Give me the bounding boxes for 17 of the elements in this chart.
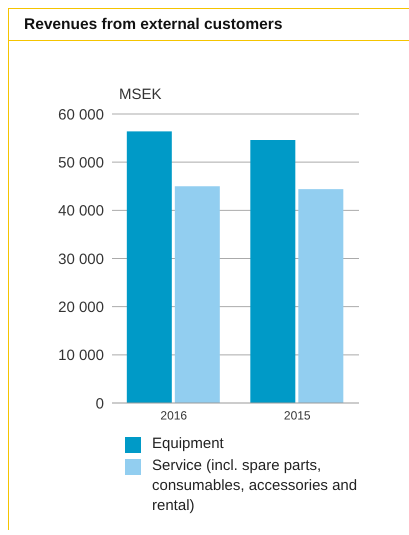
bar (174, 186, 220, 403)
y-axis-title: MSEK (119, 86, 162, 103)
y-tick-label: 40 000 (58, 202, 104, 220)
chart-title: Revenues from external customers (9, 9, 409, 41)
y-tick-label: 20 000 (58, 298, 104, 316)
y-tick-label: 50 000 (58, 154, 104, 172)
bar (298, 189, 344, 403)
legend-label: Equipment (152, 434, 224, 454)
y-tick-label: 10 000 (58, 347, 104, 364)
y-tick-label: 60 000 (58, 106, 104, 124)
y-tick-label: 0 (96, 395, 104, 412)
x-tick-label: 2015 (284, 408, 311, 423)
x-tick-label: 2016 (160, 408, 188, 423)
y-tick-label: 30 000 (58, 250, 104, 268)
legend-label: Service (incl. spare parts, consumables, accessories and rental) (152, 456, 358, 516)
bar (126, 131, 172, 403)
bar (250, 140, 296, 403)
